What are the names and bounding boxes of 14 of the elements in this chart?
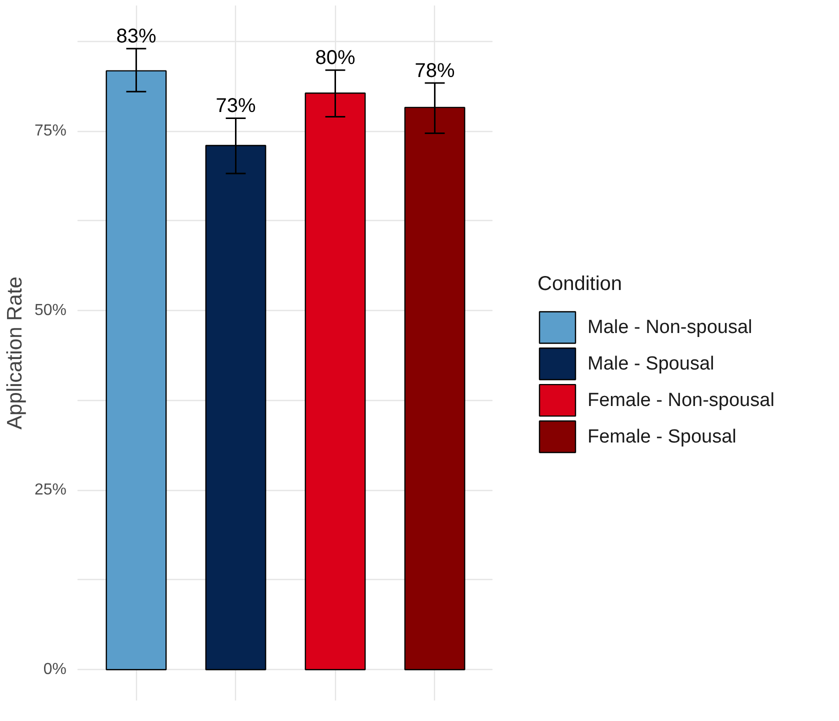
legend-label: Male - Spousal (588, 353, 714, 374)
data-label: 80% (315, 47, 356, 70)
y-tick-label: 25% (34, 482, 67, 499)
data-label: 83% (116, 26, 156, 48)
data-label: 78% (414, 60, 456, 82)
legend-label: Female - Non-spousal (588, 390, 774, 411)
legend-label: Female - Spousal (588, 426, 736, 448)
legend-title: Condition (538, 273, 622, 296)
data-label: 73% (216, 95, 256, 118)
y-tick-label: 50% (34, 302, 67, 320)
y-axis-title: Application Rate (3, 276, 26, 430)
y-tick-label: 0% (43, 661, 66, 678)
legend-label: Male - Non-spousal (588, 316, 752, 338)
y-tick-label: 75% (34, 122, 67, 140)
